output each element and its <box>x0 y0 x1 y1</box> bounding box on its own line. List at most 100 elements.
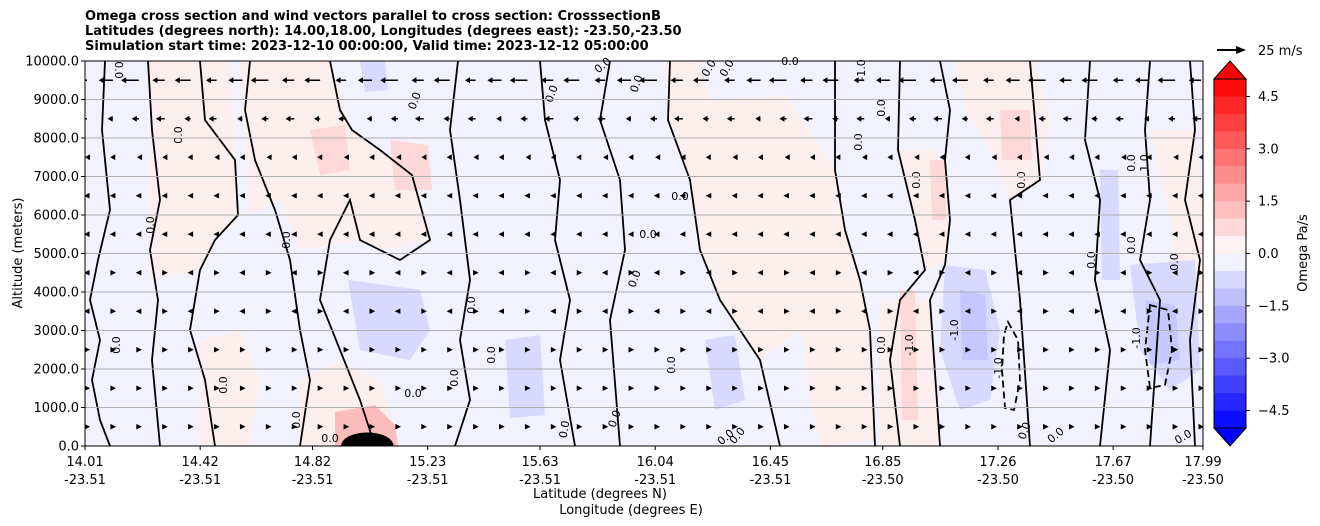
wind-vector-head <box>98 77 104 84</box>
wind-vector <box>1043 423 1049 430</box>
wind-vector <box>1043 346 1049 353</box>
wind-vector <box>499 385 505 392</box>
wind-vector-head <box>187 154 193 161</box>
wind-vector <box>524 423 531 430</box>
wind-vector-head <box>414 115 420 122</box>
wind-vector-head <box>862 154 868 161</box>
wind-vector-head <box>1094 154 1100 161</box>
wind-vector-head <box>784 154 790 161</box>
colorbar-band <box>1214 288 1246 307</box>
wind-vector <box>369 346 376 353</box>
wind-vector <box>550 423 557 430</box>
title-line-2: Latitudes (degrees north): 14.00,18.00, … <box>85 24 682 39</box>
wind-vector <box>1094 385 1101 392</box>
wind-vector <box>188 423 194 430</box>
wind-vector-head <box>724 77 730 84</box>
wind-vector <box>369 385 376 392</box>
wind-vector <box>835 231 841 238</box>
wind-vector <box>162 423 168 430</box>
wind-vector <box>991 346 997 353</box>
wind-vector <box>1146 423 1153 430</box>
wind-vector-head <box>898 77 904 84</box>
wind-vector-head <box>338 115 344 122</box>
wind-vector <box>85 385 91 391</box>
wind-vector <box>809 308 815 315</box>
wind-vector <box>1120 231 1126 238</box>
x-tick-label-latitude: 17.99 <box>1184 455 1221 470</box>
wind-vector <box>317 423 324 430</box>
wind-vector-head <box>281 77 287 84</box>
wind-vector <box>757 231 764 238</box>
positive-region <box>150 61 238 280</box>
wind-vector <box>1068 385 1075 392</box>
wind-vector <box>162 269 168 276</box>
wind-vector <box>602 385 609 392</box>
zero-contour <box>449 61 471 446</box>
wind-vector-head <box>496 115 502 122</box>
wind-vector-head <box>335 77 341 84</box>
wind-vector <box>239 308 245 315</box>
wind-vector <box>1120 308 1126 315</box>
wind-vector <box>809 423 816 430</box>
wind-vector-head <box>884 115 890 122</box>
wind-vector <box>1016 269 1023 276</box>
zero-contour <box>189 61 239 446</box>
wind-vector <box>757 192 764 199</box>
colorbar-tick-label: −3.0 <box>1258 352 1290 367</box>
wind-vector <box>1016 192 1023 199</box>
wind-vector-head <box>674 115 680 122</box>
wind-vector <box>291 192 297 199</box>
wind-vector <box>110 423 117 430</box>
wind-vector-head <box>822 77 828 84</box>
wind-vector <box>861 231 867 238</box>
wind-vector <box>473 385 479 392</box>
contour-label: 0.0 <box>321 432 339 445</box>
contour-label: 0.0 <box>290 411 303 429</box>
wind-vector-head <box>110 154 116 161</box>
colorbar-band <box>1214 253 1246 272</box>
wind-vector <box>343 346 350 353</box>
wind-vector-head <box>465 77 471 84</box>
wind-vector <box>1146 269 1153 276</box>
wind-vector-head <box>732 154 738 161</box>
zero-contour <box>319 61 432 446</box>
negative-one-contour <box>1001 319 1021 412</box>
wind-vector <box>447 385 453 392</box>
wind-vector <box>835 385 842 392</box>
wind-vector <box>524 231 530 238</box>
wind-vector-head <box>597 115 603 122</box>
wind-vector-head <box>1112 77 1118 84</box>
wind-vector-head <box>228 77 234 84</box>
wind-vector-head <box>1115 115 1121 122</box>
colorbar-band <box>1214 218 1246 237</box>
wind-vector <box>576 423 583 430</box>
wind-vector <box>135 192 142 199</box>
contour-label: 0.0 <box>875 336 888 354</box>
wind-vector <box>991 269 997 276</box>
wind-vector <box>732 346 738 353</box>
wind-vector <box>472 231 479 238</box>
wind-vector-head <box>344 154 350 161</box>
wind-vector-head <box>76 77 81 83</box>
wind-vector <box>731 231 738 238</box>
wind-vector <box>835 192 841 199</box>
wind-vector-layer <box>76 77 1203 430</box>
wind-vector <box>265 423 272 430</box>
wind-vector <box>1094 423 1101 430</box>
wind-vector <box>394 308 401 315</box>
wind-vector-head <box>702 115 708 122</box>
x-tick-label-latitude: 14.82 <box>294 455 331 470</box>
colorbar-label: Omega Pa/s <box>1296 214 1311 292</box>
wind-vector <box>188 385 194 392</box>
wind-vector <box>550 308 556 315</box>
wind-vector-head <box>162 154 168 161</box>
wind-vector <box>991 423 997 430</box>
wind-vector <box>835 308 842 315</box>
contour-label: 0.0 <box>1015 171 1028 189</box>
wind-vector <box>265 192 271 199</box>
wind-vector <box>835 269 842 276</box>
wind-vector <box>964 192 971 199</box>
title-line-1: Omega cross section and wind vectors par… <box>85 9 661 24</box>
contour-label: 0.0 <box>1125 236 1138 254</box>
wind-vector <box>109 231 116 238</box>
